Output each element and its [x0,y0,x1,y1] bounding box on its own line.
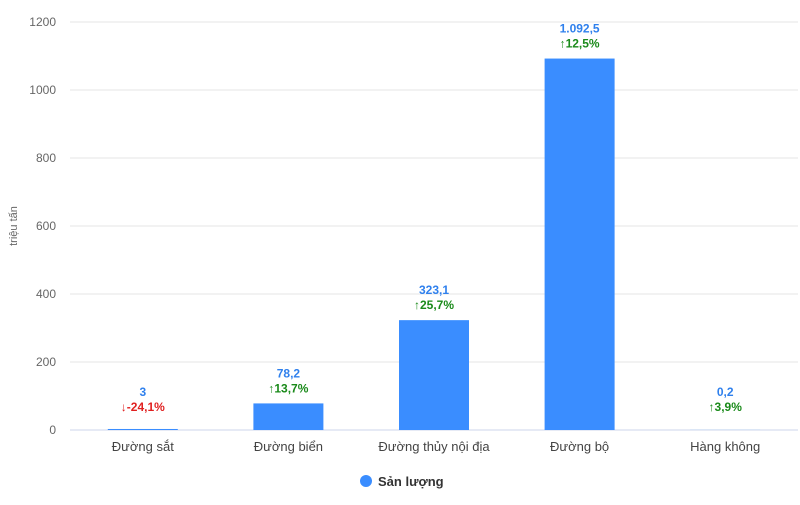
legend-label: Sản lượng [378,474,444,489]
y-tick-label: 1200 [29,15,56,29]
y-tick-label: 800 [36,151,56,165]
bar[interactable] [399,320,469,430]
y-tick-label: 1000 [29,83,56,97]
bar[interactable] [545,59,615,430]
change-label: ↑25,7% [414,298,454,312]
change-label: ↑13,7% [268,381,308,395]
value-label: 323,1 [419,283,449,297]
x-category-label: Đường sắt [112,439,174,454]
y-tick-label: 0 [49,423,56,437]
value-label: 1.092,5 [560,22,600,36]
bar[interactable] [108,429,178,430]
x-category-labels: Đường sắt Đường biển Đường thủy nội địa Đườ… [112,439,760,454]
legend[interactable]: Sản lượng [360,474,444,489]
x-category-label: Hàng không [690,439,760,454]
value-label: 78,2 [277,366,301,380]
y-tick-label: 200 [36,355,56,369]
y-tick-label: 600 [36,219,56,233]
change-label: ↓-24,1% [121,400,165,414]
change-label: ↑3,9% [709,400,743,414]
bars-layer [108,59,760,430]
x-category-label: Đường biển [254,439,323,454]
bar[interactable] [253,403,323,430]
value-label: 3 [139,385,146,399]
y-tick-labels: 0 200 400 600 800 1000 1200 [29,15,56,437]
change-label: ↑12,5% [560,37,600,51]
y-axis-title: triệu tấn [8,206,20,246]
x-category-label: Đường thủy nội địa [378,439,490,454]
value-label: 0,2 [717,385,734,399]
y-tick-label: 400 [36,287,56,301]
legend-marker-icon [360,475,372,487]
x-category-label: Đường bộ [550,439,609,454]
